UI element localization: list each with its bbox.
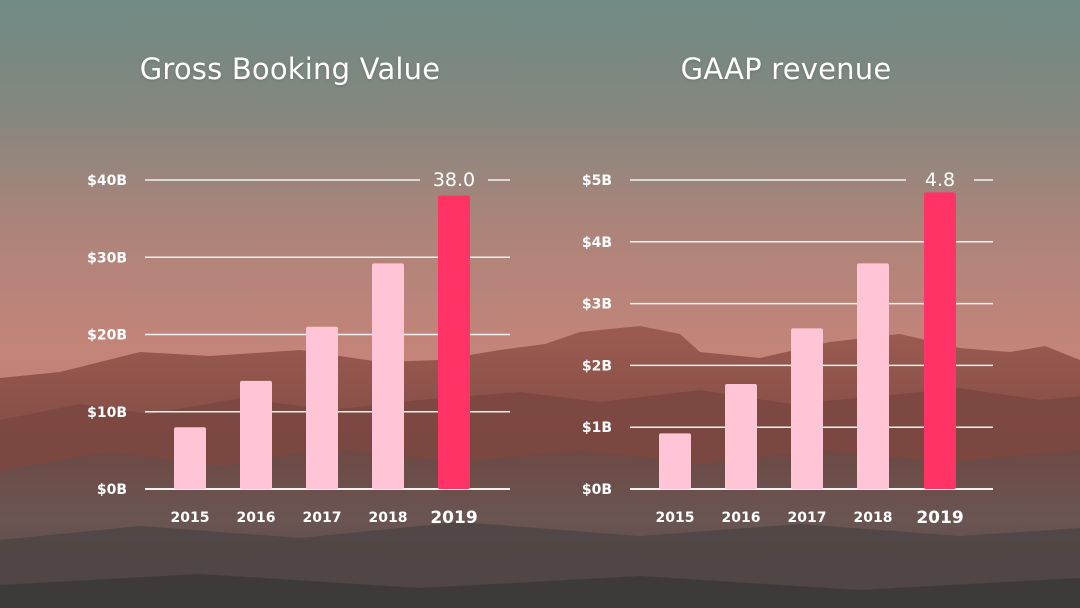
x-tick-label: 2018	[369, 510, 408, 526]
bar-2019	[924, 192, 956, 490]
y-tick-label: $4B	[582, 235, 612, 251]
x-tick-label: 2017	[788, 510, 827, 526]
y-tick-label: $1B	[582, 420, 612, 436]
x-tick-label: 2015	[656, 510, 695, 526]
data-label: 4.8	[925, 169, 955, 191]
y-tick-label: $40B	[87, 173, 127, 189]
bar-2018	[372, 263, 404, 489]
y-tick-label: $20B	[87, 328, 127, 344]
x-tick-label: 2015	[171, 510, 210, 526]
bar-2015	[174, 427, 206, 489]
bar-2019	[438, 195, 470, 489]
bar-2016	[725, 383, 757, 489]
y-tick-label: $30B	[87, 250, 127, 266]
x-tick-label: 2018	[854, 510, 893, 526]
bar-2016	[240, 380, 272, 489]
bar-2015	[659, 433, 691, 489]
x-tick-label: 2019	[430, 508, 477, 528]
y-tick-label: $3B	[582, 297, 612, 313]
x-tick-label: 2016	[722, 510, 761, 526]
chart-title-gross-booking-value: Gross Booking Value	[139, 52, 441, 86]
x-tick-label: 2017	[303, 510, 342, 526]
bar-2017	[306, 326, 338, 489]
y-tick-label: $2B	[582, 358, 612, 374]
y-tick-label: $0B	[97, 482, 127, 498]
bar-2017	[791, 328, 823, 489]
x-tick-label: 2019	[916, 508, 963, 528]
y-tick-label: $0B	[582, 482, 612, 498]
chart-title-gaap-revenue: GAAP revenue	[680, 52, 892, 86]
data-label: 38.0	[433, 169, 475, 191]
y-tick-label: $10B	[87, 405, 127, 421]
bar-2018	[857, 263, 889, 489]
y-tick-label: $5B	[582, 173, 612, 189]
x-tick-label: 2016	[237, 510, 276, 526]
